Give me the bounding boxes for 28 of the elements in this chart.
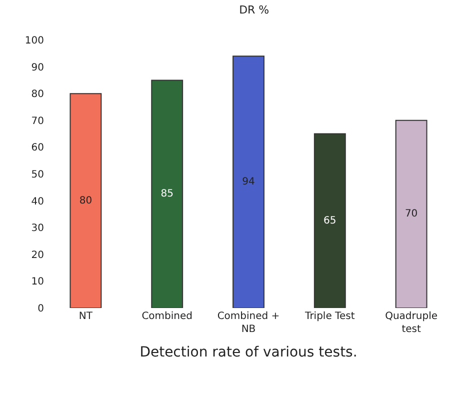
y-tick-label: 10 — [31, 276, 44, 288]
data-label: 70 — [404, 208, 418, 220]
x-tick-label: Combined — [142, 311, 193, 322]
y-tick-label: 80 — [31, 89, 44, 100]
bar — [232, 56, 264, 308]
x-tick-label: Triple Test — [304, 311, 355, 322]
y-tick-label: 30 — [31, 223, 44, 234]
x-tick-label: Quadruple test — [385, 311, 438, 335]
x-axis-title: Detection rate of various tests. — [140, 344, 358, 360]
data-label: 94 — [242, 176, 255, 188]
y-tick-label: 90 — [31, 62, 44, 74]
data-label: 85 — [160, 188, 174, 200]
y-tick-label: 0 — [38, 304, 44, 314]
y-tick-label: 60 — [31, 142, 44, 154]
chart-title: DR % — [239, 4, 270, 17]
y-tick-label: 50 — [31, 170, 44, 180]
x-tick-label: Combined + NB — [217, 311, 280, 335]
x-tick-label: NT — [78, 311, 94, 322]
bar — [70, 93, 102, 308]
y-tick-label: 100 — [24, 36, 44, 46]
data-label: 65 — [324, 215, 336, 226]
bar — [395, 120, 428, 308]
y-tick-label: 70 — [31, 116, 44, 127]
y-tick-label: 20 — [31, 250, 44, 261]
y-tick-label: 40 — [31, 196, 44, 208]
data-label: 80 — [79, 195, 92, 206]
bar — [151, 80, 184, 308]
bar — [314, 133, 346, 308]
